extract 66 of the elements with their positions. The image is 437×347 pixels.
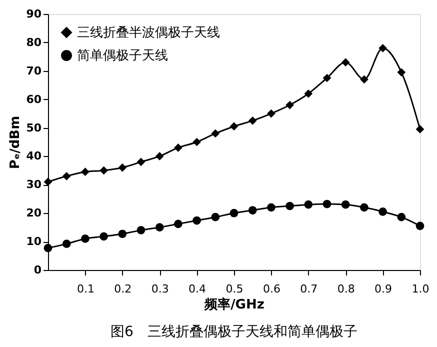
x-tick-label: 0.2 [114, 282, 132, 296]
point [118, 230, 127, 238]
point [267, 203, 276, 212]
y-axis-title: Pₑ/dBm [8, 116, 24, 170]
point [81, 168, 90, 176]
point [397, 68, 406, 76]
point [378, 44, 387, 52]
point [304, 200, 313, 209]
point [211, 129, 220, 138]
point [62, 172, 71, 180]
point [174, 220, 182, 228]
x-tick-label: 0.3 [151, 282, 169, 296]
point [341, 58, 350, 67]
point [248, 206, 257, 214]
point [416, 222, 424, 230]
y-tick-label: 30 [26, 178, 42, 192]
y-tick-label: 50 [26, 121, 42, 134]
point [192, 138, 201, 146]
point [360, 203, 368, 212]
legend-label: 三线折叠半波偶极子天线 [77, 26, 220, 40]
y-tick-label: 60 [26, 92, 42, 106]
point [118, 163, 127, 172]
y-tick-label: 70 [26, 64, 42, 78]
y-tick-label: 40 [26, 150, 42, 163]
y-tick-label: 10 [26, 235, 42, 248]
y-tick-label: 20 [26, 206, 42, 220]
point [81, 234, 90, 243]
point [230, 208, 238, 218]
point [286, 202, 294, 210]
point [192, 216, 201, 225]
x-tick-label: 0.6 [262, 282, 280, 296]
y-tick-label: 0 [34, 264, 42, 276]
point [416, 125, 424, 134]
y-tick-label: 90 [26, 8, 42, 20]
y-tick-label: 80 [26, 36, 42, 49]
point [136, 226, 146, 234]
point [322, 200, 332, 208]
point [267, 109, 276, 118]
point [211, 212, 220, 222]
point [230, 122, 238, 131]
x-tick-label: 0.8 [337, 282, 355, 296]
point [62, 240, 71, 248]
x-axis-title: 频率/GHz [204, 296, 264, 312]
point [341, 200, 350, 209]
point [304, 89, 313, 98]
x-tick-label: 0.7 [300, 282, 318, 296]
point [155, 152, 164, 160]
x-tick-label: 0.9 [374, 282, 392, 296]
point [136, 158, 146, 166]
point [286, 100, 294, 110]
point [100, 166, 108, 175]
x-tick-label: 0.5 [226, 282, 244, 296]
point [397, 212, 406, 222]
point [322, 74, 332, 82]
point [248, 116, 257, 125]
point [378, 208, 387, 216]
x-tick-label: 0.4 [188, 282, 206, 296]
x-tick-label: 0.1 [76, 282, 94, 296]
point [100, 232, 108, 241]
point [360, 75, 368, 84]
point [174, 144, 182, 152]
x-tick-label: 1.0 [412, 282, 430, 296]
caption: 图6 三线折叠偶极子天线和简单偶极子 [110, 324, 358, 340]
legend-label: 简单偶极子天线 [77, 48, 168, 64]
point [155, 223, 164, 232]
point [44, 244, 52, 252]
